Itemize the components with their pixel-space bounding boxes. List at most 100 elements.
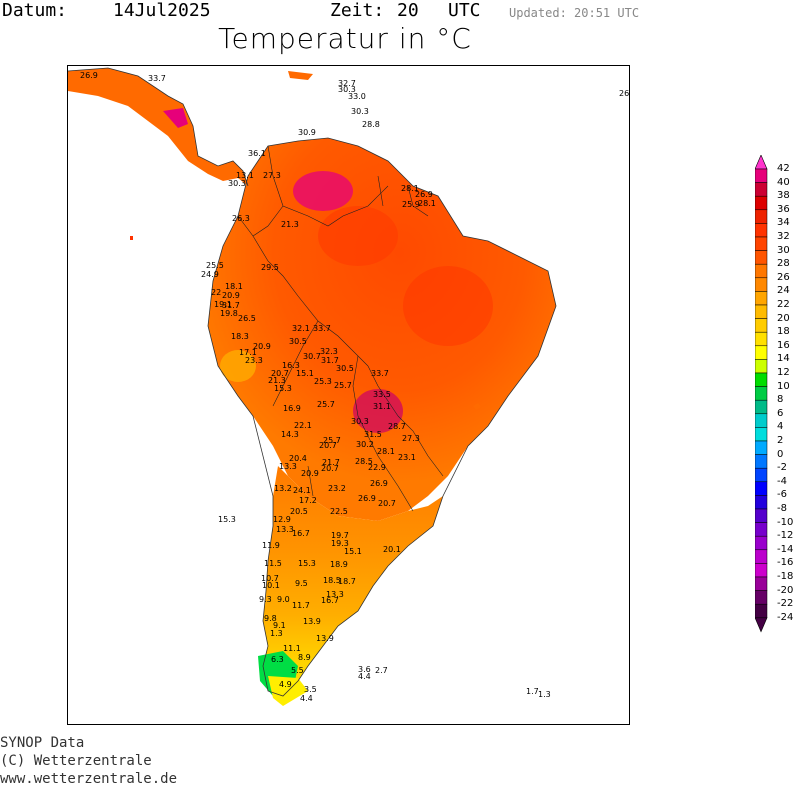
station-label: 14.3 xyxy=(281,430,299,439)
time-unit: UTC xyxy=(448,0,481,21)
station-label: 13.1 xyxy=(236,171,254,180)
legend-tick-label: -4 xyxy=(777,475,787,487)
legend-swatch xyxy=(755,304,768,319)
station-label: 25.7 xyxy=(334,381,352,390)
legend-swatch xyxy=(755,331,768,347)
legend-swatch xyxy=(755,495,768,510)
station-label: 19.8 xyxy=(220,309,238,318)
station-label: 22.9 xyxy=(368,463,386,472)
legend-swatch xyxy=(755,549,768,564)
station-label: 11.9 xyxy=(262,541,280,550)
station-label: 4.4 xyxy=(300,694,313,703)
station-label: 22.1 xyxy=(294,421,312,430)
station-label: 26 xyxy=(619,89,629,98)
station-label: 30.7 xyxy=(303,352,321,361)
legend-swatch xyxy=(755,168,768,183)
date-value: 14Jul2025 xyxy=(113,0,211,21)
temperature-map: 26.9 33.7 32.7 30.3 33.0 30.3 28.8 30.9 … xyxy=(67,65,630,725)
station-label: 9.0 xyxy=(277,595,290,604)
station-label: 20.7 xyxy=(319,441,337,450)
station-label: 28.1 xyxy=(401,184,419,193)
station-label: 30.3 xyxy=(338,85,356,94)
station-label: 1.7 xyxy=(526,687,539,696)
station-label: 3.6 xyxy=(358,665,371,674)
station-label: 20.9 xyxy=(222,291,240,300)
station-label: 27.3 xyxy=(402,434,420,443)
station-label: 24.1 xyxy=(293,486,311,495)
station-label: 18.9 xyxy=(330,560,348,569)
legend-tick-label: -24 xyxy=(777,611,794,623)
legend-tick-label: 34 xyxy=(777,217,790,229)
south-america-south xyxy=(263,466,443,696)
legend-swatch xyxy=(755,345,768,360)
legend-swatch xyxy=(755,563,768,578)
legend-tick-label: 14 xyxy=(777,353,790,365)
station-label: 33.0 xyxy=(348,92,366,101)
legend-tick-label: 22 xyxy=(777,299,790,310)
station-label: 6.3 xyxy=(271,655,284,664)
legend-tick-label: 38 xyxy=(777,190,790,202)
legend-tick-label: -10 xyxy=(777,516,794,528)
station-label: 15.3 xyxy=(274,384,292,393)
station-label: 13.3 xyxy=(279,462,297,471)
legend-swatch xyxy=(755,195,768,211)
legend-swatch xyxy=(755,399,768,415)
legend-tick-label: 40 xyxy=(777,176,790,188)
legend-tick-label: -14 xyxy=(777,543,794,555)
station-label: 25.9 xyxy=(402,200,420,209)
legend-swatch xyxy=(755,372,768,387)
station-label: 28.5 xyxy=(355,457,373,466)
station-label: 21.7 xyxy=(322,458,340,467)
station-label: 11.1 xyxy=(283,644,301,653)
station-label: 15.1 xyxy=(344,547,362,556)
station-label: 30.3 xyxy=(228,179,246,188)
legend-swatch xyxy=(755,481,768,496)
station-label: 21.3 xyxy=(268,376,286,385)
station-label: 16.7 xyxy=(292,529,310,538)
credit-synop: SYNOP Data xyxy=(0,735,85,751)
legend-swatch xyxy=(755,467,768,483)
station-label: 36.1 xyxy=(248,149,266,158)
legend-tick-label: -20 xyxy=(777,584,794,596)
legend-tick-label: -8 xyxy=(777,503,787,514)
station-label: 20.7 xyxy=(271,369,289,378)
legend-tick-label: 10 xyxy=(777,380,790,392)
legend-bar xyxy=(755,155,768,633)
station-label: 17.2 xyxy=(299,496,317,505)
station-label: 15.3 xyxy=(218,515,236,524)
station-label: 18.7 xyxy=(338,577,356,586)
legend-swatch xyxy=(755,263,768,279)
legend-tick-label: -22 xyxy=(777,598,794,610)
station-label: 16.9 xyxy=(283,404,301,413)
legend-arrow-bottom xyxy=(755,617,768,633)
station-label: 20.7 xyxy=(378,499,396,508)
station-label: 4.4 xyxy=(358,672,371,681)
station-label: 29.5 xyxy=(261,263,279,272)
legend-swatch xyxy=(755,535,768,551)
station-label: 22.5 xyxy=(330,507,348,516)
station-label: 25.7 xyxy=(317,400,335,409)
legend-swatch xyxy=(755,440,768,455)
station-label: 13.3 xyxy=(276,525,294,534)
station-label: 33.7 xyxy=(313,324,331,333)
legend-tick-label: 42 xyxy=(777,163,790,174)
station-label: 30.5 xyxy=(336,364,354,373)
station-label: 15.1 xyxy=(296,369,314,378)
station-label: 26.3 xyxy=(232,214,250,223)
legend-tick-label: 0 xyxy=(777,448,784,460)
legend-tick-label: 26 xyxy=(777,271,790,283)
station-label: 31.7 xyxy=(321,356,339,365)
station-label: 18.3 xyxy=(231,332,249,341)
station-label: 16.3 xyxy=(282,361,300,370)
country-borders xyxy=(237,145,444,512)
station-labels: 26.9 33.7 32.7 30.3 33.0 30.3 28.8 30.9 … xyxy=(80,71,629,703)
legend-tick-label: -6 xyxy=(777,489,787,501)
station-label: 13.2 xyxy=(274,484,292,493)
station-label: 3.5 xyxy=(304,685,317,694)
station-label: 19.3 xyxy=(331,539,349,548)
station-label: 16.7 xyxy=(321,596,339,605)
station-label: 8.9 xyxy=(298,653,311,662)
legend-swatch xyxy=(755,236,768,251)
map-title: Temperatur in °C xyxy=(218,22,472,55)
station-label: 28.7 xyxy=(388,422,406,431)
